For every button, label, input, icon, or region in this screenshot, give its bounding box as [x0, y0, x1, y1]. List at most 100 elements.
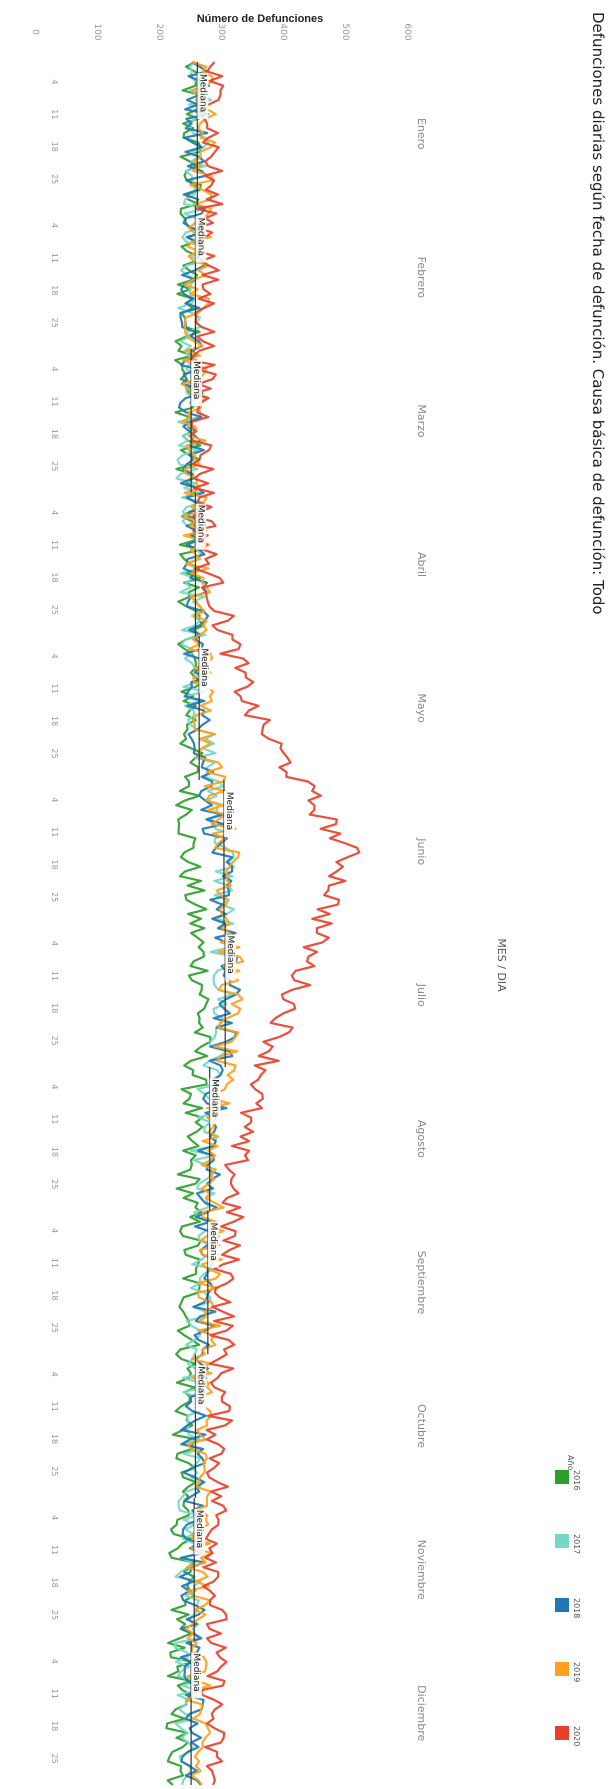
day-tick: 11	[50, 971, 59, 981]
legend-entry: 2019	[572, 1662, 581, 1682]
median-label-bg	[209, 1078, 221, 1125]
y-tick-label: 0	[30, 29, 40, 35]
y-tick-label: 200	[154, 23, 164, 40]
day-tick: 25	[50, 748, 59, 758]
month-label-text: Noviembre	[415, 1540, 428, 1600]
day-tick: 4	[50, 1228, 59, 1233]
day-tick-label: 25	[50, 1036, 59, 1046]
day-tick: 4	[50, 654, 59, 659]
legend-entry-label: 2019	[572, 1662, 581, 1682]
day-tick: 4	[50, 941, 59, 946]
day-tick: 11	[50, 1258, 59, 1268]
median-label-text: Mediana	[210, 1079, 220, 1117]
chart-title: Defunciones diarias según fecha de defun…	[589, 12, 607, 615]
median-label-bg	[207, 1221, 219, 1268]
day-tick-label: 25	[50, 1179, 59, 1189]
y-tick-label: 500	[340, 23, 350, 40]
median-label: Mediana	[194, 1508, 206, 1555]
day-tick: 11	[50, 1689, 59, 1699]
day-tick: 4	[50, 510, 59, 515]
median-label: Mediana	[191, 360, 203, 407]
day-tick-label: 4	[50, 510, 59, 515]
month-labels: Enero Febrero Marzo Abril Mayo Junio Julio Agos…	[415, 118, 428, 1742]
median-label-bg	[195, 503, 207, 550]
day-tick-label: 18	[50, 1003, 59, 1013]
day-tick-label: 11	[50, 1258, 59, 1268]
series-line-2016	[165, 61, 212, 1786]
day-tick: 25	[50, 605, 59, 615]
day-tick: 25	[50, 1323, 59, 1333]
median-label: Mediana	[195, 216, 207, 263]
median-label-text: Mediana	[194, 1510, 204, 1548]
day-tick: 18	[50, 1290, 59, 1300]
day-tick-label: 25	[50, 318, 59, 328]
day-tick: 4	[50, 797, 59, 802]
day-tick: 25	[50, 1466, 59, 1476]
day-tick-label: 4	[50, 223, 59, 228]
day-tick-label: 11	[50, 1689, 59, 1699]
median-label-bg	[191, 360, 203, 407]
day-tick: 11	[50, 540, 59, 550]
y-tick-label: 300	[216, 23, 226, 40]
day-tick-label: 18	[50, 1434, 59, 1444]
series-line-2017	[173, 61, 237, 1786]
legend-entry: 2016	[572, 1470, 581, 1490]
day-tick: 25	[50, 1036, 59, 1046]
day-tick-label: 4	[50, 1372, 59, 1377]
median-label: Mediana	[209, 1078, 221, 1125]
day-tick-label: 11	[50, 971, 59, 981]
legend-entry-label: 2020	[572, 1726, 581, 1746]
month-label: Junio	[415, 837, 428, 865]
series-line-2020	[189, 61, 361, 1786]
median-label-text: Mediana	[199, 648, 209, 686]
day-tick: 25	[50, 1610, 59, 1620]
month-label: Noviembre	[415, 1540, 428, 1600]
month-label-text: Agosto	[415, 1120, 428, 1158]
day-tick-label: 25	[50, 1610, 59, 1620]
day-tick-label: 25	[50, 461, 59, 471]
legend-entry-label: 2018	[572, 1598, 581, 1618]
median-label-bg	[195, 216, 207, 263]
month-label: Mayo	[415, 693, 428, 723]
legend-swatch-2018	[555, 1598, 569, 1612]
day-tick-label: 4	[50, 1659, 59, 1664]
day-tick-label: 25	[50, 1753, 59, 1763]
day-tick-label: 25	[50, 748, 59, 758]
y-tick: 100	[92, 23, 102, 40]
day-tick: 18	[50, 285, 59, 295]
median-label-text: Mediana	[224, 792, 234, 830]
median-label: Mediana	[223, 790, 235, 837]
day-tick: 18	[50, 429, 59, 439]
y-tick: 400	[278, 23, 288, 40]
median-label-bg	[225, 934, 237, 981]
month-label-text: Junio	[415, 837, 428, 865]
day-tick-label: 4	[50, 654, 59, 659]
median-label-bg	[194, 1508, 206, 1555]
day-tick-label: 25	[50, 605, 59, 615]
day-tick-label: 11	[50, 109, 59, 119]
day-tick: 18	[50, 1721, 59, 1731]
day-tick-label: 4	[50, 797, 59, 802]
median-label: Mediana	[195, 503, 207, 550]
day-tick: 18	[50, 1147, 59, 1157]
y-tick: 200	[154, 23, 164, 40]
day-tick: 18	[50, 716, 59, 726]
y-tick: 300	[216, 23, 226, 40]
day-tick-label: 25	[50, 892, 59, 902]
legend-entry: 2018	[572, 1598, 581, 1618]
month-label-text: Septiembre	[415, 1251, 428, 1315]
median-label-bg	[191, 1652, 203, 1699]
day-tick: 11	[50, 1114, 59, 1124]
legend-entry: 2020	[572, 1726, 581, 1746]
y-tick: 0	[30, 29, 40, 35]
day-tick: 4	[50, 79, 59, 84]
legend-entry-label: 2017	[572, 1534, 581, 1554]
day-tick-label: 11	[50, 1401, 59, 1411]
median-label: Mediana	[199, 647, 211, 694]
median-label-text: Mediana	[191, 361, 201, 399]
legend-swatch-2017	[555, 1534, 569, 1548]
median-label-text: Mediana	[225, 936, 235, 974]
month-label-text: Abril	[415, 552, 428, 577]
median-label: Mediana	[225, 934, 237, 981]
day-tick: 11	[50, 1401, 59, 1411]
